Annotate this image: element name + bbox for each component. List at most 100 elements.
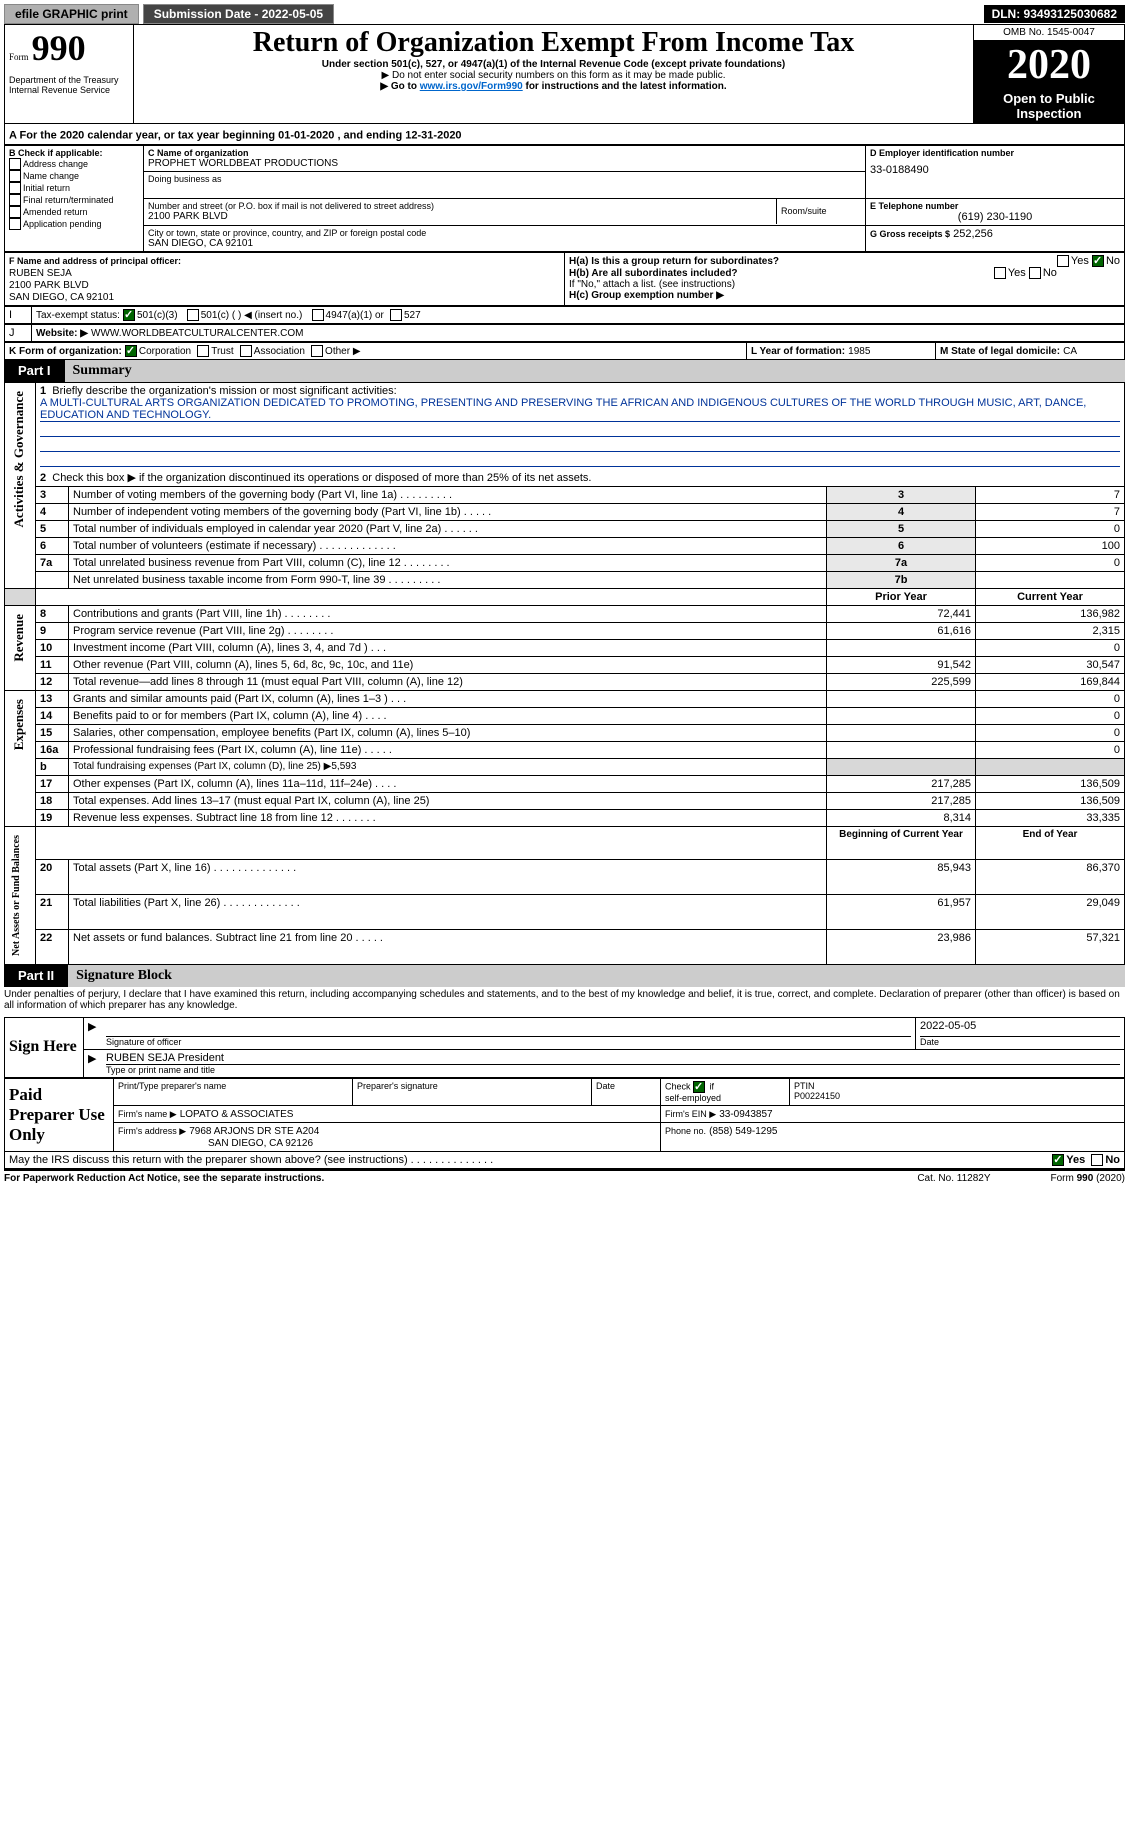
klm-block: K Form of organization: Corporation Trus… bbox=[4, 342, 1125, 360]
open-public: Open to PublicInspection bbox=[974, 89, 1124, 123]
net21-p: 61,957 bbox=[827, 894, 976, 929]
i-501c-check[interactable] bbox=[187, 309, 199, 321]
part1-body: Activities & Governance 1 Briefly descri… bbox=[4, 382, 1125, 965]
part2-header: Part II Signature Block bbox=[4, 965, 1125, 987]
phone-value: (619) 230-1190 bbox=[870, 211, 1120, 223]
perjury-text: Under penalties of perjury, I declare th… bbox=[4, 987, 1125, 1017]
exp14-p bbox=[827, 707, 976, 724]
k-corp[interactable] bbox=[125, 345, 137, 357]
i-501c3-check[interactable] bbox=[123, 309, 135, 321]
discuss-no[interactable]: No bbox=[1105, 1154, 1120, 1166]
sign-here: Sign Here bbox=[5, 1017, 84, 1077]
date-label: Date bbox=[920, 1037, 1120, 1047]
irs-link[interactable]: www.irs.gov/Form990 bbox=[420, 81, 523, 92]
k-other[interactable] bbox=[311, 345, 323, 357]
gov-row-5: 5Total number of individuals employed in… bbox=[5, 520, 1125, 537]
k-o1: Corporation bbox=[139, 346, 191, 357]
year-formation: 1985 bbox=[848, 346, 870, 357]
hb-label: H(b) Are all subordinates included? bbox=[569, 268, 738, 279]
signer-name: RUBEN SEJA President bbox=[106, 1052, 1120, 1065]
part1-title: Summary bbox=[65, 360, 1125, 382]
footer: For Paperwork Reduction Act Notice, see … bbox=[4, 1169, 1125, 1184]
net20-n: 20 bbox=[40, 862, 52, 874]
ein-value: 33-0188490 bbox=[870, 164, 1120, 176]
boxE-label: E Telephone number bbox=[870, 201, 1120, 211]
mission-blank3 bbox=[40, 452, 1120, 467]
exp16a-c: 0 bbox=[976, 741, 1125, 758]
net21-n: 21 bbox=[40, 897, 52, 909]
exp17-c: 136,509 bbox=[976, 775, 1125, 792]
note2a: ▶ Go to bbox=[380, 81, 419, 92]
k-assoc[interactable] bbox=[240, 345, 252, 357]
net22-c: 57,321 bbox=[976, 929, 1125, 964]
j-letter: J bbox=[5, 324, 32, 341]
boxG-label: G Gross receipts $ bbox=[870, 229, 950, 239]
rev9-n: 9 bbox=[40, 625, 46, 637]
gov-row-7b: Net unrelated business taxable income fr… bbox=[5, 571, 1125, 588]
rev12-t: Total revenue—add lines 8 through 11 (mu… bbox=[69, 673, 827, 690]
net20-c: 86,370 bbox=[976, 859, 1125, 894]
hb-row: H(b) Are all subordinates included? Yes … bbox=[569, 267, 1120, 279]
hb-no[interactable]: No bbox=[1043, 267, 1057, 279]
part2-title: Signature Block bbox=[68, 965, 1125, 987]
optB-4[interactable]: Amended return bbox=[9, 206, 139, 218]
period-line: A For the 2020 calendar year, or tax yea… bbox=[4, 124, 1125, 145]
tax-year: 2020 bbox=[974, 41, 1124, 89]
k-o4: Other ▶ bbox=[325, 346, 360, 357]
exp17-p: 217,285 bbox=[827, 775, 976, 792]
discuss-text: May the IRS discuss this return with the… bbox=[9, 1154, 493, 1166]
ha-no[interactable]: No bbox=[1106, 255, 1120, 267]
i-4947-check[interactable] bbox=[312, 309, 324, 321]
firm-ein: 33-0943857 bbox=[719, 1109, 772, 1120]
exp17-n: 17 bbox=[40, 778, 52, 790]
optB-1[interactable]: Name change bbox=[9, 170, 139, 182]
optB-2[interactable]: Initial return bbox=[9, 182, 139, 194]
sign-block: Sign Here ▶ Signature of officer 2022-05… bbox=[4, 1017, 1125, 1078]
exp18-p: 217,285 bbox=[827, 792, 976, 809]
k-trust[interactable] bbox=[197, 345, 209, 357]
officer-l1: 2100 PARK BLVD bbox=[9, 280, 89, 291]
rev10-c: 0 bbox=[976, 639, 1125, 656]
footer-left: For Paperwork Reduction Act Notice, see … bbox=[4, 1173, 324, 1184]
submission-btn[interactable]: Submission Date - 2022-05-05 bbox=[143, 4, 334, 24]
boxJ-label: Website: ▶ bbox=[36, 328, 88, 339]
net20-t: Total assets (Part X, line 16) . . . . .… bbox=[69, 859, 827, 894]
part1-header: Part I Summary bbox=[4, 360, 1125, 382]
discuss-yes[interactable]: Yes bbox=[1066, 1154, 1085, 1166]
mission-label: Briefly describe the organization's miss… bbox=[52, 385, 396, 397]
net22-t: Net assets or fund balances. Subtract li… bbox=[69, 929, 827, 964]
i-o1: 501(c)(3) bbox=[137, 310, 178, 321]
top-bar: efile GRAPHIC print Submission Date - 20… bbox=[4, 4, 1125, 24]
optB-5[interactable]: Application pending bbox=[9, 218, 139, 230]
prior-hdr: Prior Year bbox=[827, 588, 976, 605]
rev12-n: 12 bbox=[40, 676, 52, 688]
exp16b-p bbox=[827, 758, 976, 775]
net22-n: 22 bbox=[40, 932, 52, 944]
exp19-p: 8,314 bbox=[827, 809, 976, 826]
rev11-c: 30,547 bbox=[976, 656, 1125, 673]
hb-yes[interactable]: Yes bbox=[1008, 267, 1026, 279]
rev10-t: Investment income (Part VIII, column (A)… bbox=[69, 639, 827, 656]
part2-tab: Part II bbox=[4, 965, 68, 987]
hc-label: H(c) Group exemption number ▶ bbox=[569, 290, 1120, 301]
ha-row: H(a) Is this a group return for subordin… bbox=[569, 255, 1120, 267]
ha-yes[interactable]: Yes bbox=[1071, 255, 1089, 267]
gov-row-6: 6Total number of volunteers (estimate if… bbox=[5, 537, 1125, 554]
org-name: PROPHET WORLDBEAT PRODUCTIONS bbox=[148, 158, 861, 169]
omb: OMB No. 1545-0047 bbox=[974, 25, 1124, 41]
boxC-name-label: C Name of organization bbox=[148, 148, 861, 158]
i-527-check[interactable] bbox=[390, 309, 402, 321]
efile-btn[interactable]: efile GRAPHIC print bbox=[4, 4, 139, 24]
gov-row-7a: 7aTotal unrelated business revenue from … bbox=[5, 554, 1125, 571]
side-rev: Revenue bbox=[9, 608, 29, 668]
firm-ein-l: Firm's EIN ▶ bbox=[665, 1109, 716, 1119]
exp17-t: Other expenses (Part IX, column (A), lin… bbox=[69, 775, 827, 792]
phone-l: Phone no. bbox=[665, 1126, 706, 1136]
optB-3[interactable]: Final return/terminated bbox=[9, 194, 139, 206]
rev8-c: 136,982 bbox=[976, 605, 1125, 622]
gross-receipts: 252,256 bbox=[953, 228, 993, 240]
optB-0[interactable]: Address change bbox=[9, 158, 139, 170]
boxK-label: K Form of organization: bbox=[9, 346, 122, 357]
h-note: If "No," attach a list. (see instruction… bbox=[569, 279, 1120, 290]
rev9-c: 2,315 bbox=[976, 622, 1125, 639]
